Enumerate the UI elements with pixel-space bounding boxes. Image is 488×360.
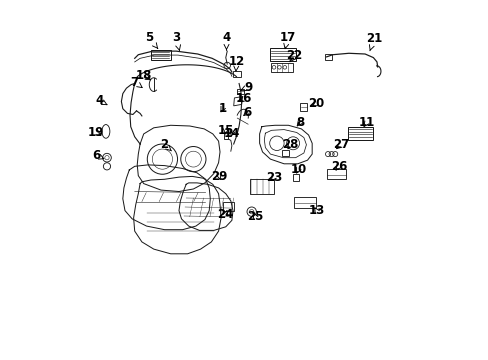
Bar <box>271 63 292 72</box>
Text: 15: 15 <box>217 124 233 137</box>
Bar <box>347 127 372 140</box>
Text: 8: 8 <box>295 116 304 129</box>
Text: 17: 17 <box>279 31 295 49</box>
Bar <box>223 132 227 139</box>
Bar <box>270 48 296 61</box>
Text: 19: 19 <box>88 126 104 139</box>
Bar <box>150 50 170 60</box>
Text: 26: 26 <box>330 160 346 173</box>
Text: 6: 6 <box>243 106 251 119</box>
Text: 4: 4 <box>222 31 230 50</box>
Text: 29: 29 <box>211 170 227 183</box>
Text: 3: 3 <box>172 31 180 50</box>
Bar <box>325 54 331 60</box>
Bar <box>300 103 307 111</box>
Text: 5: 5 <box>144 31 158 49</box>
Text: 10: 10 <box>290 163 306 176</box>
Text: 4: 4 <box>96 94 107 107</box>
Text: 1: 1 <box>219 102 226 114</box>
Bar <box>294 197 316 208</box>
Text: 23: 23 <box>265 171 282 184</box>
Text: 13: 13 <box>308 204 324 217</box>
Bar <box>237 89 244 94</box>
Text: 24: 24 <box>217 208 233 221</box>
Bar <box>326 169 346 179</box>
Text: 2: 2 <box>160 138 171 151</box>
Text: 22: 22 <box>285 49 302 62</box>
Text: 6: 6 <box>92 149 103 162</box>
Text: 9: 9 <box>241 81 252 94</box>
Bar <box>292 174 298 181</box>
Text: 28: 28 <box>282 138 298 151</box>
Text: 7: 7 <box>130 76 142 89</box>
Bar <box>249 179 274 194</box>
Text: 18: 18 <box>135 69 152 82</box>
Bar <box>282 150 289 156</box>
Text: 25: 25 <box>246 210 263 223</box>
Text: 21: 21 <box>365 32 382 51</box>
Text: 12: 12 <box>228 55 244 71</box>
Text: 27: 27 <box>332 138 348 151</box>
Text: 14: 14 <box>223 127 240 140</box>
Bar <box>223 202 233 211</box>
Text: 20: 20 <box>308 97 324 110</box>
Text: 16: 16 <box>235 93 251 105</box>
Text: 11: 11 <box>358 116 374 129</box>
Bar <box>232 71 241 77</box>
